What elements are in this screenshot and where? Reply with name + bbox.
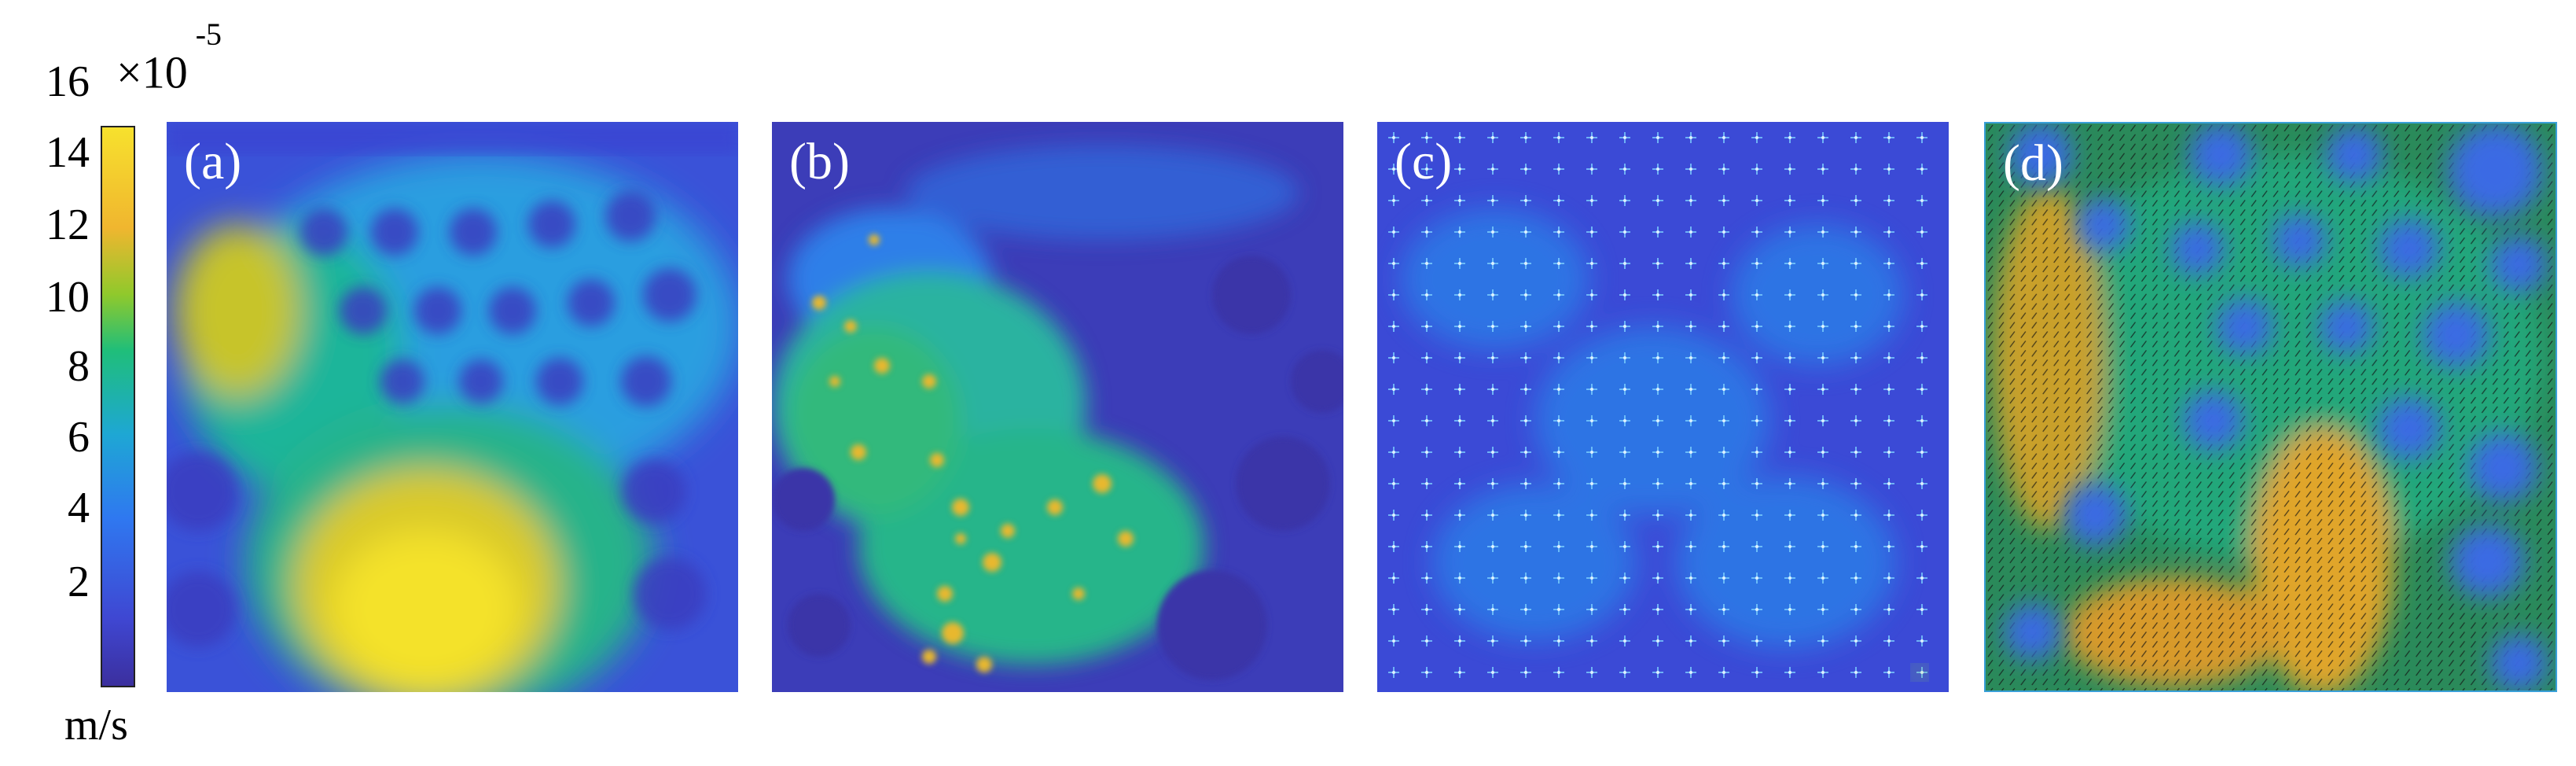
colorbar-tick-4: 4 <box>68 484 90 532</box>
colorbar-exponent: ×10-5 <box>116 19 222 98</box>
panel-c-field-map: (c) <box>1377 122 1949 692</box>
panel-a-label: (a) <box>184 133 242 190</box>
panel-d-label: (d) <box>2003 134 2063 192</box>
colorbar-unit: m/s <box>64 701 128 749</box>
colorbar-tick-14: 14 <box>46 128 90 177</box>
colorbar-tick-10: 10 <box>46 273 90 322</box>
panel-a-field-map: (a) <box>167 122 738 692</box>
colorbar-tick-2: 2 <box>68 558 90 606</box>
colorbar-tick-8: 8 <box>68 342 90 391</box>
panel-d-image <box>1986 123 2556 691</box>
panel-b-field-map: (b) <box>772 122 1343 692</box>
panel-c-label: (c) <box>1395 133 1453 190</box>
colorbar-tick-12: 12 <box>46 201 90 249</box>
colorbar-tick-16: 16 <box>46 57 90 106</box>
colorbar-tick-6: 6 <box>68 413 90 462</box>
panel-d-field-map: (d) <box>1984 122 2557 692</box>
panel-b-label: (b) <box>789 133 850 190</box>
exponent-base: ×10 <box>116 46 188 98</box>
colorbar <box>101 126 135 687</box>
panel-c-image <box>1377 122 1949 692</box>
exponent-value: -5 <box>195 17 222 52</box>
panel-b-image <box>772 122 1343 692</box>
panel-a-image <box>167 122 738 692</box>
